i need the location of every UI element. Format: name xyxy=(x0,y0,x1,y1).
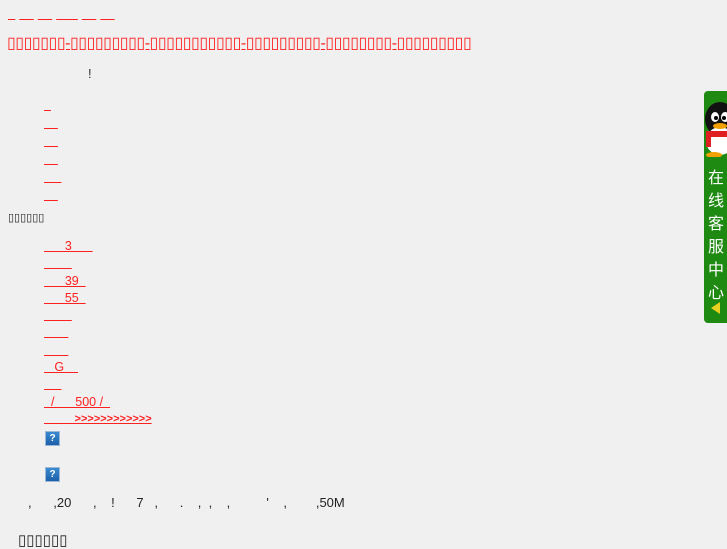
nav-link[interactable] xyxy=(44,186,61,204)
section-link-list: 3 39 55 G / 500 / >>>>>>>>>>>> xyxy=(44,238,152,428)
section-link[interactable] xyxy=(44,324,152,341)
section-link[interactable]: 39 xyxy=(44,273,86,288)
nav-link[interactable] xyxy=(44,96,61,114)
section-link[interactable]: G xyxy=(44,360,79,375)
section-link[interactable] xyxy=(44,307,152,324)
section-heading: ▯▯▯▯▯▯ xyxy=(8,212,45,224)
qq-penguin-icon xyxy=(705,102,727,157)
label-char: 线 xyxy=(707,193,724,210)
top-nav xyxy=(8,6,119,21)
top-nav-link[interactable] xyxy=(100,6,114,21)
notice-text: ! xyxy=(88,66,92,81)
label-char: 服 xyxy=(707,239,724,256)
nav-link[interactable] xyxy=(44,150,61,168)
section-link[interactable] xyxy=(44,255,152,272)
collapse-arrow-icon[interactable] xyxy=(711,302,720,314)
online-service-label: 在 线 客 服 中 心 xyxy=(706,167,726,305)
page-title-link[interactable]: ▯▯▯▯▯▯▯-▯▯▯▯▯▯▯▯▯-▯▯▯▯▯▯▯▯▯▯▯-▯▯▯▯▯▯▯▯▯-… xyxy=(7,35,472,52)
section-link[interactable] xyxy=(44,376,152,393)
label-char: 客 xyxy=(707,216,724,233)
top-nav-link[interactable] xyxy=(38,6,52,21)
online-service-widget[interactable]: 在 线 客 服 中 心 xyxy=(704,91,727,323)
section-link[interactable]: >>>>>>>>>>>> xyxy=(44,412,152,425)
nav-link[interactable] xyxy=(44,132,61,150)
bottom-heading: ▯▯▯▯▯▯ xyxy=(18,532,68,549)
section-link[interactable]: 55 xyxy=(44,290,86,305)
nav-link-list xyxy=(44,96,61,204)
broken-image-icon: ? xyxy=(45,467,60,482)
top-nav-link[interactable] xyxy=(19,6,33,21)
label-char: 中 xyxy=(707,262,724,279)
nav-link[interactable] xyxy=(44,168,61,186)
nav-link[interactable] xyxy=(44,114,61,132)
top-nav-link[interactable] xyxy=(56,6,78,21)
top-nav-link[interactable] xyxy=(82,6,96,21)
label-char: 在 xyxy=(707,170,724,187)
top-nav-link[interactable] xyxy=(8,6,15,21)
section-link[interactable]: / 500 / xyxy=(44,394,111,409)
broken-image-icon: ? xyxy=(45,431,60,446)
label-char: 心 xyxy=(707,285,724,302)
section-link[interactable] xyxy=(44,342,152,359)
section-link[interactable]: 3 xyxy=(44,239,93,253)
footer-text: , ,20 , ! 7 , . , , , ' , ,50M xyxy=(28,495,345,510)
